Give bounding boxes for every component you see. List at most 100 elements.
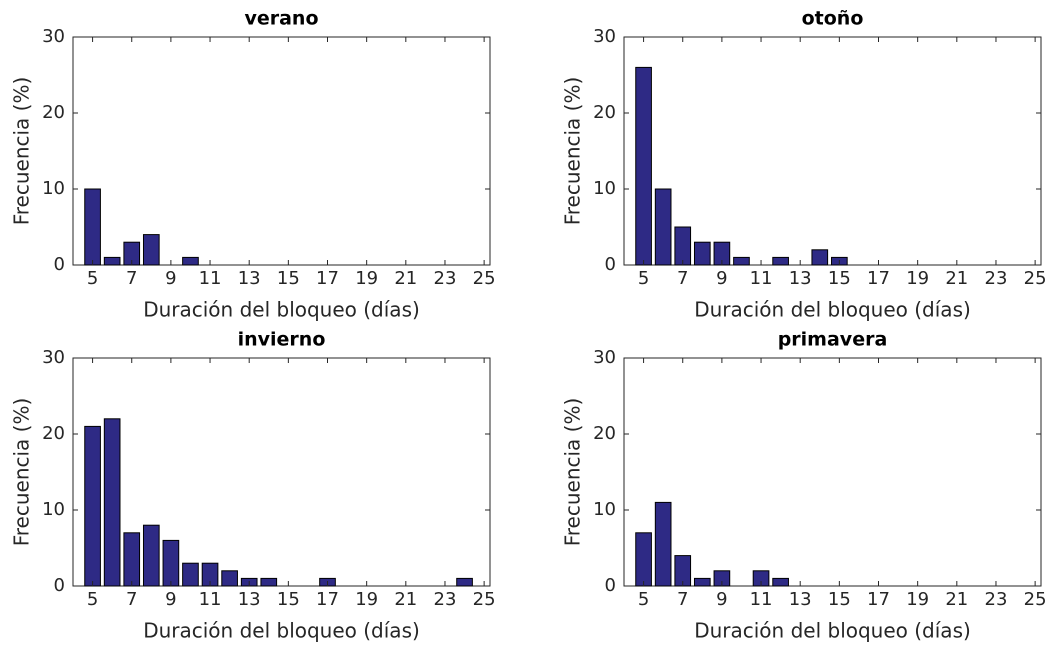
bar (693, 577, 711, 587)
y-axis-label: Frecuencia (%) (561, 398, 585, 547)
x-tick-label: 7 (677, 589, 688, 610)
axes-box (623, 36, 1042, 266)
bar (456, 577, 473, 587)
chart-title: invierno (238, 329, 326, 351)
chart-title: primavera (778, 329, 888, 351)
x-tick-label: 11 (199, 589, 222, 610)
x-tick-label: 7 (126, 268, 137, 289)
x-tick-label: 23 (434, 268, 457, 289)
x-axis-label: Duración del bloqueo (días) (143, 619, 420, 643)
x-tick-label: 11 (750, 589, 773, 610)
y-tick-label: 20 (42, 102, 65, 123)
x-tick-label: 5 (87, 589, 98, 610)
axes-box (623, 357, 1042, 587)
bar (772, 256, 789, 266)
x-tick-label: 5 (87, 268, 98, 289)
bar (182, 256, 199, 266)
bar (772, 577, 789, 587)
subplot: 0 10 20 30 5 7 9 11 13 15 17 19 21 23 25 invierno Duraci… (10, 329, 496, 643)
x-tick-label: 25 (1024, 589, 1047, 610)
x-tick-label: 19 (906, 268, 929, 289)
y-tick-label: 10 (42, 499, 65, 520)
bar (84, 425, 101, 587)
x-tick-label: 19 (355, 589, 378, 610)
y-axis-label: Frecuencia (%) (10, 398, 34, 547)
x-axis-label: Duración del bloqueo (días) (694, 298, 971, 322)
y-tick-label: 0 (605, 575, 616, 596)
y-tick-label: 30 (42, 347, 65, 368)
x-tick-label: 9 (716, 268, 727, 289)
x-tick-label: 25 (473, 268, 496, 289)
bar (654, 188, 672, 266)
chart-title: verano (244, 8, 318, 30)
subplot: 0 10 20 30 5 7 9 11 13 15 17 19 21 23 25 otoño Duración … (561, 8, 1047, 322)
bar (103, 256, 121, 266)
subplot: 0 10 20 30 5 7 9 11 13 15 17 19 21 23 25 verano Duración… (10, 8, 496, 322)
x-tick-label: 17 (867, 268, 890, 289)
bar (142, 524, 160, 587)
bar (693, 241, 711, 266)
bar (182, 562, 199, 587)
bar (103, 418, 121, 587)
x-tick-label: 7 (126, 589, 137, 610)
x-tick-label: 9 (165, 268, 176, 289)
x-tick-label: 13 (789, 589, 812, 610)
bar (221, 570, 238, 587)
y-tick-label: 30 (593, 347, 616, 368)
x-tick-label: 25 (1024, 268, 1047, 289)
y-tick-label: 30 (42, 26, 65, 47)
x-tick-label: 7 (677, 268, 688, 289)
y-tick-label: 10 (593, 499, 616, 520)
bar (123, 532, 141, 587)
x-tick-label: 5 (638, 268, 649, 289)
x-axis-label: Duración del bloqueo (días) (143, 298, 420, 322)
bar (674, 226, 692, 266)
y-tick-label: 20 (593, 423, 616, 444)
x-tick-label: 21 (394, 268, 417, 289)
y-tick-label: 20 (593, 102, 616, 123)
bar (635, 532, 652, 587)
x-tick-label: 13 (238, 268, 261, 289)
y-tick-label: 0 (54, 254, 65, 275)
bar (654, 501, 672, 587)
x-tick-label: 19 (355, 268, 378, 289)
bar (811, 249, 829, 266)
x-tick-label: 11 (199, 268, 222, 289)
y-tick-label: 0 (54, 575, 65, 596)
bar (260, 577, 278, 587)
chart-title: otoño (802, 8, 864, 30)
x-tick-label: 15 (828, 268, 851, 289)
bar (635, 66, 652, 266)
x-tick-label: 15 (277, 589, 300, 610)
x-tick-label: 15 (277, 268, 300, 289)
x-tick-label: 23 (985, 589, 1008, 610)
x-tick-label: 21 (394, 589, 417, 610)
x-tick-label: 5 (638, 589, 649, 610)
y-axis-label: Frecuencia (%) (561, 77, 585, 226)
x-tick-label: 13 (238, 589, 261, 610)
x-tick-label: 9 (165, 589, 176, 610)
x-tick-label: 11 (750, 268, 773, 289)
x-tick-label: 17 (316, 268, 339, 289)
y-tick-label: 0 (605, 254, 616, 275)
y-axis-label: Frecuencia (%) (10, 77, 34, 226)
bar (162, 539, 180, 587)
x-tick-label: 17 (867, 589, 890, 610)
x-tick-label: 13 (789, 268, 812, 289)
bar (733, 256, 750, 266)
y-tick-label: 10 (593, 178, 616, 199)
x-tick-label: 25 (473, 589, 496, 610)
x-tick-label: 17 (316, 589, 339, 610)
bar (84, 188, 101, 266)
y-tick-label: 30 (593, 26, 616, 47)
x-tick-label: 15 (828, 589, 851, 610)
subplot: 0 10 20 30 5 7 9 11 13 15 17 19 21 23 25 primavera Durac… (561, 329, 1047, 643)
x-tick-label: 19 (906, 589, 929, 610)
x-axis-label: Duración del bloqueo (días) (694, 619, 971, 643)
x-tick-label: 21 (945, 268, 968, 289)
x-tick-label: 23 (434, 589, 457, 610)
x-tick-label: 23 (985, 268, 1008, 289)
x-tick-label: 21 (945, 589, 968, 610)
y-tick-label: 10 (42, 178, 65, 199)
